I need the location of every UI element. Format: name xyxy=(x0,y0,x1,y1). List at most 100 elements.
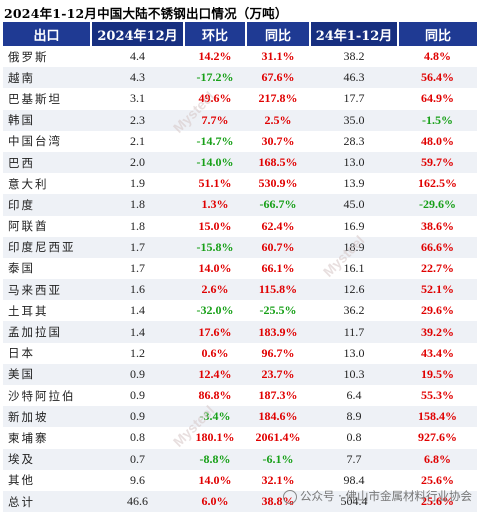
header-dec-2024: 2024年12月 xyxy=(91,22,185,46)
dec-value-cell: 1.4 xyxy=(91,300,184,322)
country-cell: 巴基斯坦 xyxy=(3,88,91,110)
mom-cell: 2.6% xyxy=(184,279,246,301)
table-row: 巴基斯坦 3.1 49.6% 217.8% 17.7 64.9% xyxy=(3,88,477,110)
mom-cell: 14.2% xyxy=(184,46,246,68)
ytd-value-cell: 35.0 xyxy=(310,109,398,131)
dec-value-cell: 0.9 xyxy=(91,406,184,428)
header-ytd-yoy: 同比 xyxy=(398,22,477,46)
ytd-yoy-cell: -29.6% xyxy=(398,194,477,216)
yoy-cell: 168.5% xyxy=(246,151,310,174)
table-row: 其他 9.6 14.0% 32.1% 98.4 25.6% xyxy=(3,469,477,491)
ytd-yoy-cell: 56.4% xyxy=(398,67,477,89)
dec-value-cell: 0.7 xyxy=(91,448,184,470)
dec-value-cell: 2.1 xyxy=(91,130,184,152)
ytd-yoy-cell: 162.5% xyxy=(398,173,477,195)
table-row: 柬埔寨 0.8 180.1% 2061.4% 0.8 927.6% xyxy=(3,427,477,449)
ytd-value-cell: 18.9 xyxy=(310,236,398,258)
mom-cell: 86.8% xyxy=(184,385,246,407)
ytd-yoy-cell: 25.6% xyxy=(398,490,477,512)
country-cell: 中国台湾 xyxy=(3,130,91,152)
table-row: 巴西 2.0 -14.0% 168.5% 13.0 59.7% xyxy=(3,151,477,174)
ytd-yoy-cell: 6.8% xyxy=(398,448,477,470)
country-cell: 印度尼西亚 xyxy=(3,236,91,258)
dec-value-cell: 1.2 xyxy=(91,342,184,364)
country-cell: 韩国 xyxy=(3,109,91,131)
table-row: 阿联酋 1.8 15.0% 62.4% 16.9 38.6% xyxy=(3,215,477,237)
ytd-value-cell: 504.4 xyxy=(310,490,398,512)
table-row: 中国台湾 2.1 -14.7% 30.7% 28.3 48.0% xyxy=(3,130,477,152)
yoy-cell: 2.5% xyxy=(246,109,310,131)
ytd-value-cell: 98.4 xyxy=(310,469,398,491)
table-row: 俄罗斯 4.4 14.2% 31.1% 38.2 4.8% xyxy=(3,46,477,68)
ytd-yoy-cell: 29.6% xyxy=(398,300,477,322)
mom-cell: 6.0% xyxy=(184,490,246,512)
yoy-cell: 23.7% xyxy=(246,363,310,385)
ytd-value-cell: 36.2 xyxy=(310,300,398,322)
mom-cell: 49.6% xyxy=(184,88,246,110)
country-cell: 土耳其 xyxy=(3,300,91,322)
ytd-yoy-cell: 48.0% xyxy=(398,130,477,152)
mom-cell: 1.3% xyxy=(184,194,246,216)
ytd-yoy-cell: 19.5% xyxy=(398,363,477,385)
mom-cell: -32.0% xyxy=(184,300,246,322)
dec-value-cell: 0.9 xyxy=(91,385,184,407)
table-row: 韩国 2.3 7.7% 2.5% 35.0 -1.5% xyxy=(3,109,477,131)
mom-cell: 0.6% xyxy=(184,342,246,364)
header-yoy: 同比 xyxy=(246,22,311,46)
mom-cell: 51.1% xyxy=(184,173,246,195)
yoy-cell: -66.7% xyxy=(246,194,310,216)
dec-value-cell: 4.3 xyxy=(91,67,184,89)
country-cell: 孟加拉国 xyxy=(3,321,91,343)
yoy-cell: 60.7% xyxy=(246,236,310,258)
country-cell: 沙特阿拉伯 xyxy=(3,385,91,407)
ytd-value-cell: 38.2 xyxy=(310,46,398,68)
table-row: 孟加拉国 1.4 17.6% 183.9% 11.7 39.2% xyxy=(3,321,477,343)
yoy-cell: 30.7% xyxy=(246,130,310,152)
mom-cell: -3.4% xyxy=(184,406,246,428)
ytd-value-cell: 16.1 xyxy=(310,257,398,280)
dec-value-cell: 2.3 xyxy=(91,109,184,131)
table-body: 俄罗斯 4.4 14.2% 31.1% 38.2 4.8% 越南 4.3 -17.2% 67.6%… xyxy=(3,46,477,512)
ytd-value-cell: 13.0 xyxy=(310,151,398,174)
country-cell: 意大利 xyxy=(3,173,91,195)
ytd-yoy-cell: 22.7% xyxy=(398,257,477,280)
yoy-cell: 183.9% xyxy=(246,321,310,343)
ytd-yoy-cell: 25.6% xyxy=(398,469,477,491)
mom-cell: 180.1% xyxy=(184,427,246,449)
yoy-cell: 217.8% xyxy=(246,88,310,110)
dec-value-cell: 1.8 xyxy=(91,194,184,216)
country-cell: 越南 xyxy=(3,67,91,89)
ytd-yoy-cell: 158.4% xyxy=(398,406,477,428)
mom-cell: -8.8% xyxy=(184,448,246,470)
header-country: 出口 xyxy=(3,22,92,46)
table-row: 印度 1.8 1.3% -66.7% 45.0 -29.6% xyxy=(3,194,477,216)
country-cell: 阿联酋 xyxy=(3,215,91,237)
dec-value-cell: 1.9 xyxy=(91,173,184,195)
dec-value-cell: 0.8 xyxy=(91,427,184,449)
table-row: 泰国 1.7 14.0% 66.1% 16.1 22.7% xyxy=(3,257,477,280)
mom-cell: 17.6% xyxy=(184,321,246,343)
table-row: 印度尼西亚 1.7 -15.8% 60.7% 18.9 66.6% xyxy=(3,236,477,258)
header-mom: 环比 xyxy=(184,22,247,46)
dec-value-cell: 1.7 xyxy=(91,257,184,280)
mom-cell: -15.8% xyxy=(184,236,246,258)
ytd-yoy-cell: 55.3% xyxy=(398,385,477,407)
dec-value-cell: 1.4 xyxy=(91,321,184,343)
country-cell: 印度 xyxy=(3,194,91,216)
country-cell: 新加坡 xyxy=(3,406,91,428)
mom-cell: 7.7% xyxy=(184,109,246,131)
ytd-value-cell: 10.3 xyxy=(310,363,398,385)
ytd-value-cell: 46.3 xyxy=(310,67,398,89)
ytd-value-cell: 7.7 xyxy=(310,448,398,470)
dec-value-cell: 9.6 xyxy=(91,469,184,491)
ytd-yoy-cell: 59.7% xyxy=(398,151,477,174)
ytd-value-cell: 13.9 xyxy=(310,173,398,195)
table-title: 2024年1-12月中国大陆不锈钢出口情况（万吨） xyxy=(4,6,288,21)
dec-value-cell: 46.6 xyxy=(91,490,184,512)
mom-cell: -14.0% xyxy=(184,151,246,174)
country-cell: 巴西 xyxy=(3,151,91,174)
yoy-cell: -25.5% xyxy=(246,300,310,322)
header-ytd-2024: 24年1-12月 xyxy=(310,22,399,46)
dec-value-cell: 1.6 xyxy=(91,279,184,301)
mom-cell: -17.2% xyxy=(184,67,246,89)
